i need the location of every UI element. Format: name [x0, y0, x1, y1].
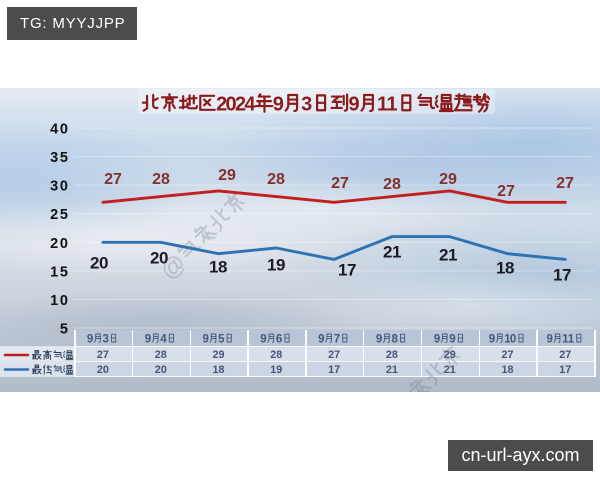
svg-text:27: 27	[104, 171, 122, 188]
svg-text:27: 27	[331, 175, 349, 192]
svg-text:9: 9	[318, 333, 324, 345]
svg-text:1: 1	[568, 333, 575, 345]
svg-text:17: 17	[328, 364, 340, 376]
svg-text:9: 9	[260, 333, 266, 345]
svg-text:8: 8	[391, 333, 398, 345]
svg-text:9: 9	[87, 333, 93, 345]
svg-text:3: 3	[102, 333, 108, 345]
svg-text:9: 9	[349, 93, 360, 115]
svg-text:28: 28	[155, 349, 167, 361]
svg-text:0: 0	[510, 333, 516, 345]
svg-text:17: 17	[559, 364, 571, 376]
svg-text:30: 30	[50, 179, 69, 195]
svg-text:1: 1	[504, 333, 511, 345]
svg-text:5: 5	[218, 333, 225, 345]
svg-text:9: 9	[376, 333, 382, 345]
svg-text:20: 20	[155, 364, 167, 376]
svg-text:7: 7	[334, 333, 340, 345]
svg-text:18: 18	[209, 258, 227, 277]
svg-text:17: 17	[338, 261, 356, 280]
svg-text:21: 21	[439, 246, 457, 265]
svg-text:28: 28	[152, 171, 170, 188]
svg-text:15: 15	[50, 264, 69, 280]
svg-text:28: 28	[386, 349, 398, 361]
svg-text:19: 19	[270, 364, 282, 376]
svg-text:19: 19	[267, 256, 285, 275]
svg-text:9: 9	[145, 333, 151, 345]
svg-text:21: 21	[444, 364, 456, 376]
svg-text:9: 9	[434, 333, 440, 345]
svg-text:18: 18	[212, 364, 224, 376]
svg-text:10: 10	[50, 293, 69, 309]
svg-text:27: 27	[559, 349, 571, 361]
svg-text:3: 3	[301, 93, 312, 115]
svg-text:20: 20	[50, 236, 69, 252]
svg-text:17: 17	[553, 266, 571, 285]
svg-text:21: 21	[386, 364, 398, 376]
svg-text:27: 27	[97, 349, 109, 361]
svg-text:27: 27	[501, 349, 513, 361]
svg-text:18: 18	[501, 364, 513, 376]
svg-text:@: @	[370, 403, 406, 439]
svg-text:4: 4	[244, 93, 256, 115]
svg-text:9: 9	[449, 333, 455, 345]
svg-text:27: 27	[497, 183, 515, 200]
svg-text:0: 0	[226, 93, 237, 115]
svg-text:4: 4	[160, 333, 167, 345]
svg-text:28: 28	[270, 349, 282, 361]
svg-text:9: 9	[202, 333, 208, 345]
svg-text:25: 25	[50, 207, 69, 223]
svg-text:1: 1	[562, 333, 569, 345]
svg-text:20: 20	[90, 254, 108, 273]
svg-text:28: 28	[383, 176, 401, 193]
svg-text:27: 27	[328, 349, 340, 361]
svg-text:20: 20	[150, 249, 168, 268]
svg-text:29: 29	[212, 349, 224, 361]
svg-text:20: 20	[97, 364, 109, 376]
svg-text:5: 5	[60, 322, 70, 338]
svg-text:2: 2	[235, 93, 246, 115]
svg-text:29: 29	[444, 349, 456, 361]
svg-text:28: 28	[267, 171, 285, 188]
svg-text:2: 2	[216, 93, 227, 115]
svg-text:35: 35	[50, 150, 69, 166]
svg-text:6: 6	[276, 333, 282, 345]
svg-text:40: 40	[50, 122, 69, 138]
svg-text:9: 9	[489, 333, 495, 345]
svg-text:9: 9	[546, 333, 552, 345]
svg-text:21: 21	[383, 243, 401, 262]
svg-text:29: 29	[439, 171, 457, 188]
svg-text:1: 1	[377, 93, 388, 115]
svg-text:27: 27	[556, 175, 574, 192]
svg-text:29: 29	[218, 167, 236, 184]
svg-text:1: 1	[386, 93, 397, 115]
svg-text:18: 18	[496, 259, 514, 278]
svg-text:9: 9	[273, 93, 284, 115]
